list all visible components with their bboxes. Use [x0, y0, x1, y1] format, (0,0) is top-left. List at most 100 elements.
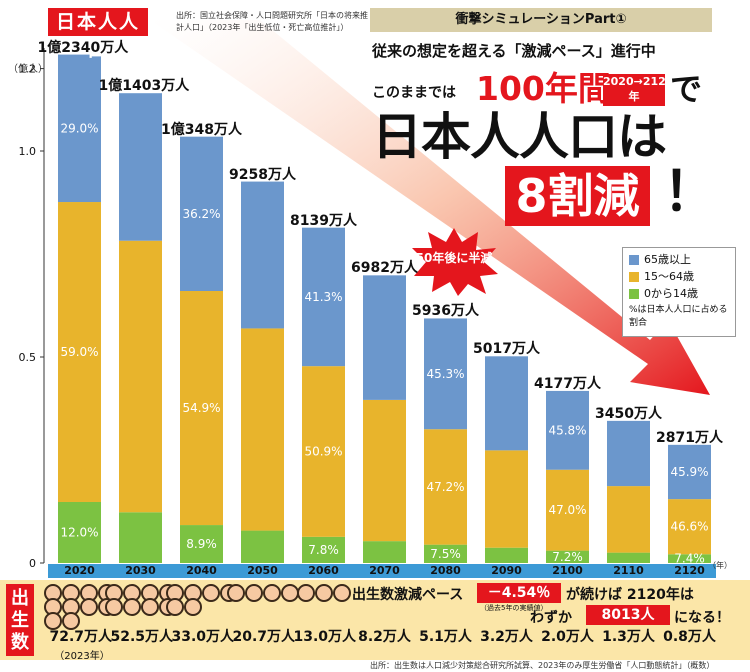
headline-main: 日本人人口は: [372, 108, 667, 166]
bar-percent-label: 46.6%: [670, 520, 708, 534]
birth-value: 8.2万人: [358, 629, 411, 645]
stacked-bar-chart: 0 0.5 1.0 1.2 12.0% 59.0% 29.0% 8.9% 54.9% 36.2%…: [19, 20, 711, 570]
msg-part3: わずか: [530, 610, 572, 626]
headline-years: 2020→2120年: [603, 74, 673, 106]
bar-segment: [119, 240, 162, 513]
child-icon: [140, 598, 159, 616]
bar-segment: [546, 390, 589, 470]
bar-percent-label: 8.9%: [186, 537, 217, 551]
bar-segment: [180, 290, 223, 526]
y-tick-label: 1.2: [19, 63, 37, 76]
birth-value: 1.3万人: [602, 629, 655, 645]
total-label: 6982万人: [351, 260, 418, 277]
decline-arrow: [150, 20, 710, 395]
bar-segment: [302, 227, 345, 367]
bar-segment: [363, 541, 406, 563]
year-label: 2040: [186, 564, 217, 577]
bar-segment: [546, 469, 589, 551]
msg-part4: 8013人: [586, 605, 670, 625]
births-message: 出生数激減ペース －4.54％ （過去5年の実績値） が続けば 2120年は わ…: [352, 583, 732, 626]
legend-swatch: [629, 289, 639, 299]
headline-red: 8割減: [505, 166, 650, 226]
bar-segment: [485, 356, 528, 451]
bar-segment: [607, 552, 650, 563]
bars: [58, 54, 711, 563]
birth-value: 52.5万人: [110, 629, 174, 645]
total-label: 1億1403万人: [98, 78, 190, 95]
bar-percent-label: 45.8%: [548, 423, 586, 437]
bar-percent-label: 59.0%: [60, 345, 98, 359]
child-icon: [183, 598, 202, 616]
year-label: 2070: [369, 564, 400, 577]
bar-percent-label: 41.3%: [304, 290, 342, 304]
headline-prefix: このままでは: [372, 85, 456, 101]
total-label: 5017万人: [473, 341, 540, 358]
bar-segment: [668, 499, 711, 555]
burst-badge: 50年後に半減: [412, 228, 498, 296]
legend-item-65plus: 65歳以上: [629, 253, 691, 267]
bar-segment: [302, 536, 345, 563]
birth-value: 72.7万人: [49, 629, 113, 645]
bar-segment: [58, 54, 101, 203]
bar-segment: [485, 547, 528, 563]
total-label: 9258万人: [229, 166, 296, 183]
legend: 65歳以上 15～64歳 0から14歳 %は日本人人口に占める割合: [622, 247, 736, 337]
bar-segment: [424, 544, 467, 563]
bar-percent-label: 29.0%: [60, 121, 98, 135]
birth-value: 5.1万人: [419, 629, 472, 645]
legend-item-0-14: 0から14歳: [629, 287, 698, 301]
source-bottom: 出所：出生数は人口減少対策総合研究所試算、2023年のみ厚生労働省「人口動態統計…: [370, 661, 715, 670]
legend-label: 65歳以上: [644, 253, 691, 266]
bar-segment: [485, 450, 528, 548]
bar-segment: [180, 136, 223, 291]
year-label: 2030: [125, 564, 156, 577]
year-label: 2100: [552, 564, 583, 577]
bar-percent-label: 54.9%: [182, 401, 220, 415]
source-top: 出所：国立社会保障・人口問題研究所「日本の将来推計人口」（2023年「出生低位・…: [176, 11, 368, 32]
percent-labels: 12.0% 59.0% 29.0% 8.9% 54.9% 36.2% 7.8% 50.9% 41…: [60, 121, 708, 565]
bar-segment: [119, 93, 162, 241]
y-tick-label: 0.5: [19, 351, 37, 364]
bar-segment: [668, 444, 711, 500]
bar-percent-label: 45.9%: [670, 465, 708, 479]
legend-label: 0から14歳: [644, 287, 698, 300]
bar-percent-label: 45.3%: [426, 367, 464, 381]
part-label: 衝撃シミュレーションPart①: [370, 8, 712, 32]
headline-big: 100年間: [476, 69, 611, 108]
y-tick-label: 1.0: [19, 145, 37, 158]
year-label: 2120: [674, 564, 705, 577]
headline-excl: ！: [663, 160, 717, 223]
total-label: 1億2340万人: [37, 39, 129, 56]
child-icon: [314, 584, 333, 602]
year-label: 2080: [430, 564, 461, 577]
child-icon: [61, 612, 80, 630]
birth-value: 3.2万人: [480, 629, 533, 645]
total-label: 2871万人: [656, 429, 723, 446]
child-icon: [332, 584, 351, 602]
bar-segment: [58, 202, 101, 502]
child-icon: [296, 584, 315, 602]
bar-segment: [668, 554, 711, 563]
legend-note: %は日本人人口に占める割合: [629, 305, 728, 328]
birth-value: 33.0万人: [171, 629, 235, 645]
birth-value: 2.0万人: [541, 629, 594, 645]
bar-segment: [363, 275, 406, 400]
birth-note: （2023年）: [54, 651, 110, 662]
bar-percent-label: 7.2%: [552, 550, 583, 564]
year-label: 2020: [64, 564, 95, 577]
bar-percent-label: 36.2%: [182, 207, 220, 221]
bar-segment: [119, 512, 162, 563]
legend-swatch: [629, 255, 639, 265]
bar-percent-label: 12.0%: [60, 525, 98, 539]
total-label: 4177万人: [534, 375, 601, 392]
bar-segment: [58, 501, 101, 563]
bar-percent-label: 47.0%: [548, 503, 586, 517]
child-icon: [122, 598, 141, 616]
msg-part1: 出生数激減ペース: [352, 587, 464, 603]
child-icon: [262, 584, 281, 602]
total-label: 3450万人: [595, 405, 662, 422]
year-label: 2050: [247, 564, 278, 577]
bar-segment: [546, 550, 589, 563]
birth-value: 13.0万人: [293, 629, 357, 645]
bar-segment: [302, 366, 345, 537]
